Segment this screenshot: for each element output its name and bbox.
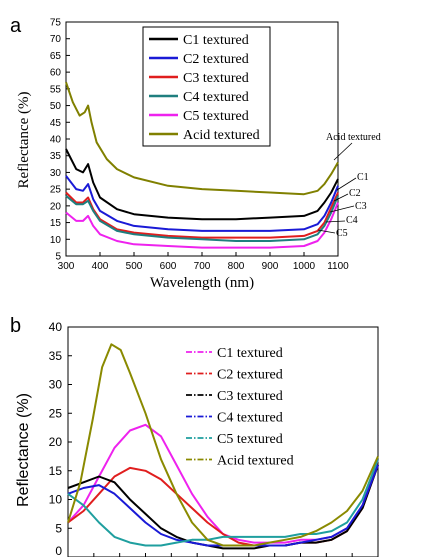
panel-b-legend-label-c2-textured: C2 textured [217, 368, 283, 383]
panel-a-y-tick-label: 5 [55, 252, 61, 263]
panel-b-legend-label-acid-textured: Acid textured [217, 454, 294, 469]
curve-label-c5: C5 [336, 228, 348, 239]
panel-a-y-tick-label: 35 [50, 151, 62, 162]
panel-a-y-tick-label: 70 [50, 34, 62, 45]
panel-a-x-axis-title: Wavelength (nm) [150, 275, 254, 291]
panel-b-y-tick-label: 35 [49, 349, 63, 363]
panel-a-legend-label-c4-textured: C4 textured [183, 90, 249, 105]
panel-b-line-acid-textured [67, 343, 379, 547]
panel-b-line-c2-textured [67, 464, 379, 547]
panel-a-y-axis-title: Reflectance (%) [16, 91, 32, 188]
panel-a-x-tick-label: 400 [92, 261, 109, 272]
panel-a-line-c1-textured [65, 148, 339, 221]
panel-a-y-axis: 5 10 15 20 25 30 35 40 45 50 55 60 65 70 75 [50, 18, 70, 263]
panel-b-y-axis-title: Reflectance (%) [15, 393, 32, 507]
panel-b-line-c3-textured [67, 464, 379, 550]
panel-b-legend-label-c5-textured: C5 textured [217, 432, 283, 447]
panel-a-line-c2-textured [65, 175, 339, 232]
panel-a-y-tick-label: 65 [50, 51, 62, 62]
panel-b-label: b [10, 315, 21, 337]
panel-b: b 0 5 10 15 20 25 30 35 40 Reflectance (%) C1 te… [10, 315, 379, 557]
panel-a-line-c4-textured [65, 195, 339, 242]
curve-label-acid-arrow [333, 142, 353, 161]
panel-a-y-tick-label: 55 [50, 84, 62, 95]
panel-a-x-tick-label: 1000 [293, 261, 316, 272]
panel-b-y-axis: 0 5 10 15 20 25 30 35 40 [49, 320, 353, 557]
panel-a-y-tick-label: 40 [50, 135, 62, 146]
panel-a-legend-box [142, 26, 271, 147]
panel-b-series [67, 343, 379, 550]
panel-b-legend-label-c4-textured: C4 textured [217, 411, 283, 426]
panel-a-x-tick-label: 700 [194, 261, 211, 272]
panel-a-x-tick-label: 800 [228, 261, 245, 272]
panel-b-y-tick-label: 25 [49, 406, 63, 420]
panel-a-legend: C1 textured C2 textured C3 textured C4 text… [142, 26, 271, 147]
panel-b-y-tick-label: 40 [49, 320, 63, 334]
panel-a-y-tick-label: 10 [50, 235, 62, 246]
curve-label-c1: C1 [357, 172, 369, 183]
panel-a-legend-label-c1-textured: C1 textured [183, 33, 249, 48]
curve-label-c4-arrow [325, 220, 346, 223]
panel-b-y-tick-label: 10 [49, 493, 63, 507]
panel-a-line-c3-textured [65, 191, 339, 239]
panel-a-legend-label-c5-textured: C5 textured [183, 109, 249, 124]
panel-a-x-tick-label: 500 [126, 261, 143, 272]
panel-a-y-tick-label: 30 [50, 168, 62, 179]
panel-a-line-c5-textured [65, 202, 339, 249]
panel-a-x-axis: 300 400 500 600 700 800 900 1000 1100 [58, 252, 349, 272]
panel-a-x-tick-label: 600 [160, 261, 177, 272]
panel-a-curve-labels: Acid textured C1 C2 C3 C4 C5 [317, 132, 381, 239]
panel-a-y-tick-label: 75 [50, 18, 62, 29]
panel-b-y-tick-label: 30 [49, 378, 63, 392]
panel-a-series [65, 81, 339, 249]
curve-label-c2: C2 [349, 188, 361, 199]
panel-b-y-tick-label: 0 [55, 544, 62, 557]
panel-b-y-tick-label: 20 [49, 435, 63, 449]
panel-b-legend-label-c3-textured: C3 textured [217, 389, 283, 404]
panel-a-y-tick-label: 50 [50, 101, 62, 112]
panel-b-legend-label-c1-textured: C1 textured [217, 346, 283, 361]
panel-a: a 5 10 15 20 25 30 35 40 45 50 55 60 65 70 75 300 400 50… [10, 15, 381, 291]
panel-a-line-acid-textured [65, 81, 339, 196]
curve-label-c2-arrow [333, 193, 349, 202]
panel-b-y-tick-label: 5 [55, 521, 62, 535]
panel-a-legend-label-acid-textured: Acid textured [183, 128, 260, 143]
curve-label-c5-arrow [317, 229, 336, 234]
panel-b-legend: C1 textured C2 textured C3 textured C4 text… [186, 346, 294, 469]
panel-a-x-tick-label: 1100 [327, 261, 349, 272]
panel-a-y-tick-label: 25 [50, 185, 62, 196]
curve-label-c3: C3 [355, 201, 367, 212]
curve-label-c3-arrow [329, 205, 355, 213]
panel-a-y-tick-label: 45 [50, 118, 62, 129]
panel-b-line-c5-textured [67, 458, 379, 547]
panel-a-y-tick-label: 60 [50, 68, 62, 79]
panel-a-x-tick-label: 900 [262, 261, 279, 272]
panel-a-y-tick-label: 15 [50, 218, 62, 229]
panel-a-y-tick-label: 20 [50, 201, 62, 212]
curve-label-c4: C4 [346, 215, 358, 226]
panel-a-legend-label-c3-textured: C3 textured [183, 71, 249, 86]
panel-b-y-tick-label: 15 [49, 464, 63, 478]
panel-a-legend-label-c2-textured: C2 textured [183, 52, 249, 67]
panel-a-x-tick-label: 300 [58, 261, 75, 272]
curve-label-acid: Acid textured [326, 132, 381, 143]
curve-label-c1-arrow [336, 177, 357, 191]
panel-a-label: a [10, 15, 22, 37]
